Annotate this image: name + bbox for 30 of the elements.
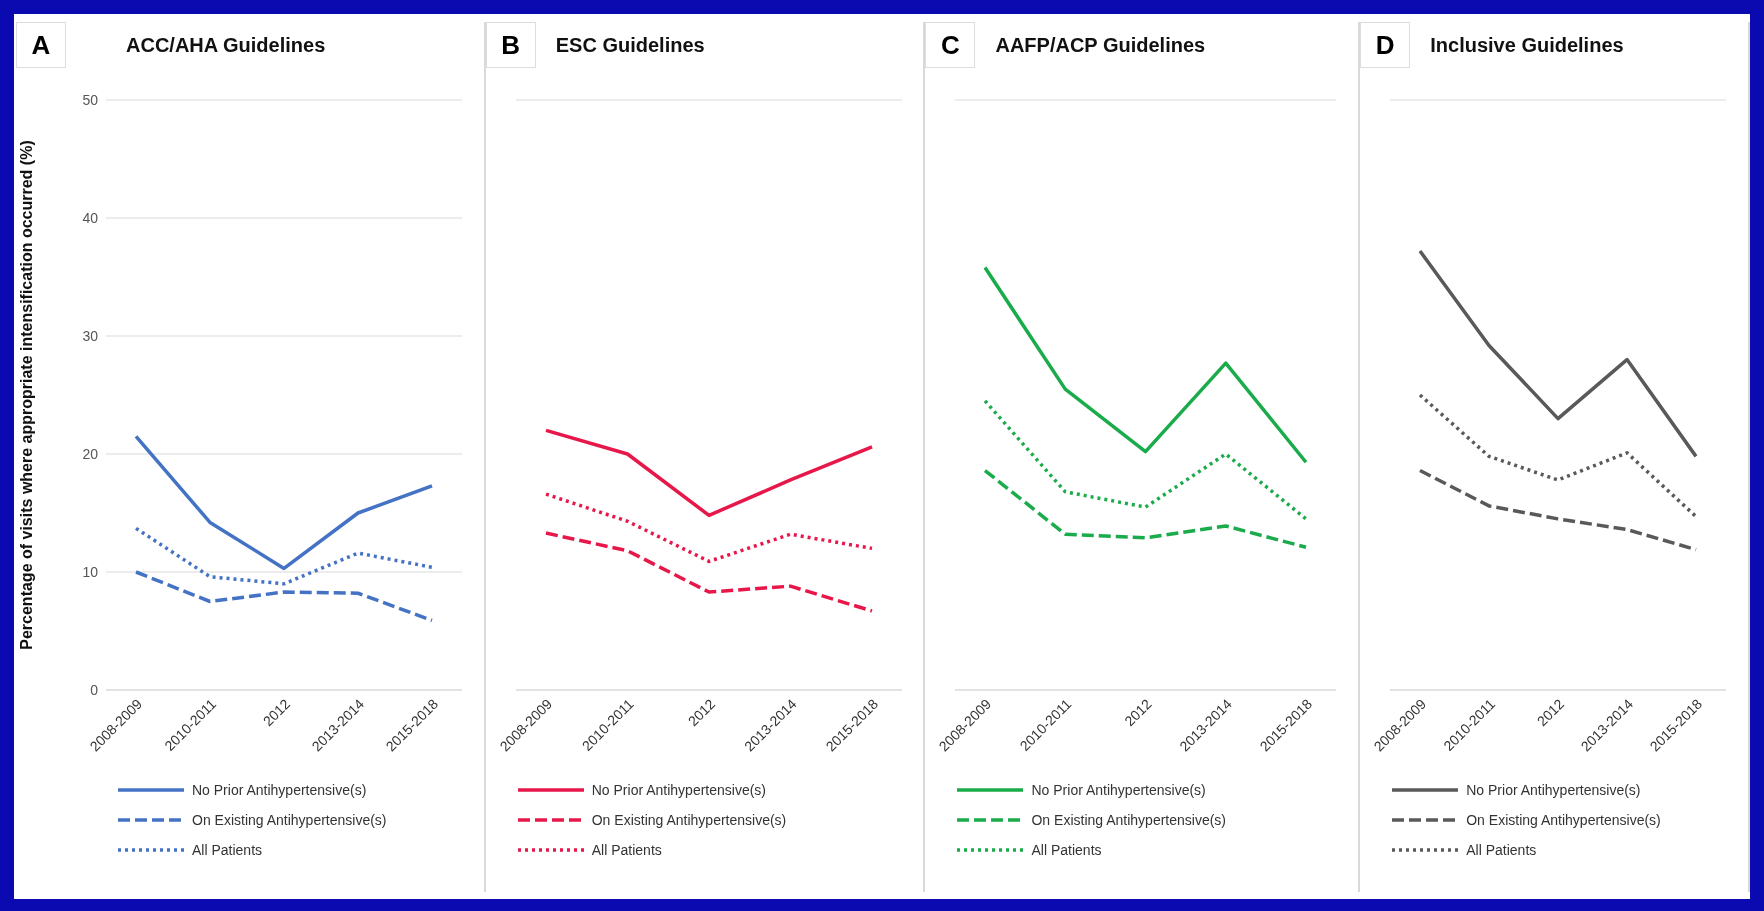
legend-label: On Existing Antihypertensive(s) bbox=[192, 812, 387, 828]
y-tick-label: 30 bbox=[82, 327, 99, 344]
y-axis-title: Percentage of visits where appropriate intensification occurred (%) bbox=[17, 140, 35, 650]
y-tick-label: 40 bbox=[82, 209, 99, 226]
line-series bbox=[134, 434, 434, 571]
chart-title: ESC Guidelines bbox=[555, 34, 705, 57]
y-tick-label: 20 bbox=[82, 445, 99, 462]
legend-label: No Prior Antihypertensive(s) bbox=[1031, 782, 1206, 798]
chart-title: Inclusive Guidelines bbox=[1430, 34, 1624, 57]
line-series bbox=[134, 570, 434, 623]
legend-label: All Patients bbox=[1466, 842, 1537, 858]
legend-label: On Existing Antihypertensive(s) bbox=[591, 812, 787, 828]
legend-label: On Existing Antihypertensive(s) bbox=[1031, 812, 1227, 828]
legend-label: All Patients bbox=[591, 842, 662, 858]
y-tick-label: 10 bbox=[82, 563, 99, 580]
legend-label: All Patients bbox=[192, 842, 263, 858]
legend-label: No Prior Antihypertensive(s) bbox=[591, 782, 767, 798]
chart-title: AAFP/ACP Guidelines bbox=[995, 34, 1206, 57]
text: D bbox=[1360, 22, 1411, 68]
text: B bbox=[485, 22, 536, 68]
legend-label: No Prior Antihypertensive(s) bbox=[1466, 782, 1641, 798]
legend-label: On Existing Antihypertensive(s) bbox=[1466, 812, 1661, 828]
legend-label: All Patients bbox=[1031, 842, 1102, 858]
chart-title: ACC/AHA Guidelines bbox=[126, 34, 326, 57]
line-series bbox=[134, 526, 434, 586]
text: A bbox=[16, 22, 66, 68]
y-tick-label: 50 bbox=[82, 91, 99, 108]
legend-label: No Prior Antihypertensive(s) bbox=[192, 782, 367, 798]
y-tick-label: 0 bbox=[90, 681, 99, 698]
text: C bbox=[925, 22, 976, 68]
